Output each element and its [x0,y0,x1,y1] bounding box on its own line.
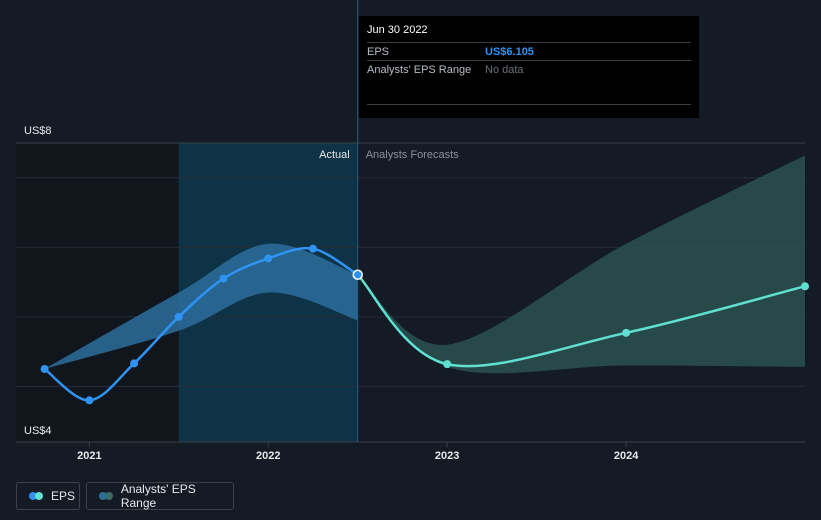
y-axis-labels: US$8 US$4 [24,125,52,437]
tooltip-date: Jun 30 2022 [367,24,428,36]
legend-eps-button[interactable]: EPS [16,482,80,510]
x-tick-label: 2023 [435,450,459,462]
past-period-shade [16,143,179,442]
legend-eps-label: EPS [51,489,76,503]
forecast-region-label: Analysts Forecasts [366,149,459,161]
actual-eps-point [85,396,94,405]
legend-range-label: Analysts' EPS Range [120,482,196,510]
actual-region-label: Actual [319,149,350,161]
actual-eps-point [264,254,273,263]
x-axis-labels: 2021 2022 2023 2024 [77,442,639,462]
forecast-eps-point [443,360,452,369]
tooltip: Jun 30 2022 EPS US$6.105 Analysts' EPS R… [359,16,699,118]
actual-range-band [44,243,358,369]
forecast-eps-point [622,328,631,337]
tooltip-range-value: No data [485,63,524,76]
y-tick-label: US$4 [24,425,52,437]
forecast-eps-point [801,282,809,291]
actual-eps-point [219,274,228,283]
forecast-range-band [357,155,805,374]
tooltip-range-label: Analysts' EPS Range [367,63,472,76]
actual-eps-point [130,359,139,368]
eps-points [40,244,809,405]
selected-eps-point [352,269,363,281]
actual-eps-point [308,244,317,253]
x-tick-label: 2022 [256,450,280,462]
tooltip-row-eps: EPS US$6.105 [367,42,691,60]
tooltip-eps-label: EPS [367,45,390,58]
x-tick-label: 2021 [77,450,101,462]
tooltip-row-range: Analysts' EPS Range No data [367,60,691,78]
y-tick-label: US$8 [24,125,52,137]
actual-eps-line [43,246,359,402]
actual-eps-point [174,312,183,321]
actual-eps-point [40,364,49,373]
tooltip-divider [367,78,691,105]
forecast-eps-line [356,273,806,368]
legend-range-button[interactable]: Analysts' EPS Range [86,482,234,510]
analyst-range-bands [44,155,805,374]
tooltip-eps-value: US$6.105 [485,45,534,58]
range-swatch-icon [99,492,113,500]
eps-swatch-icon [29,492,43,500]
eps-lines [43,246,806,402]
x-tick-label: 2024 [614,450,639,462]
